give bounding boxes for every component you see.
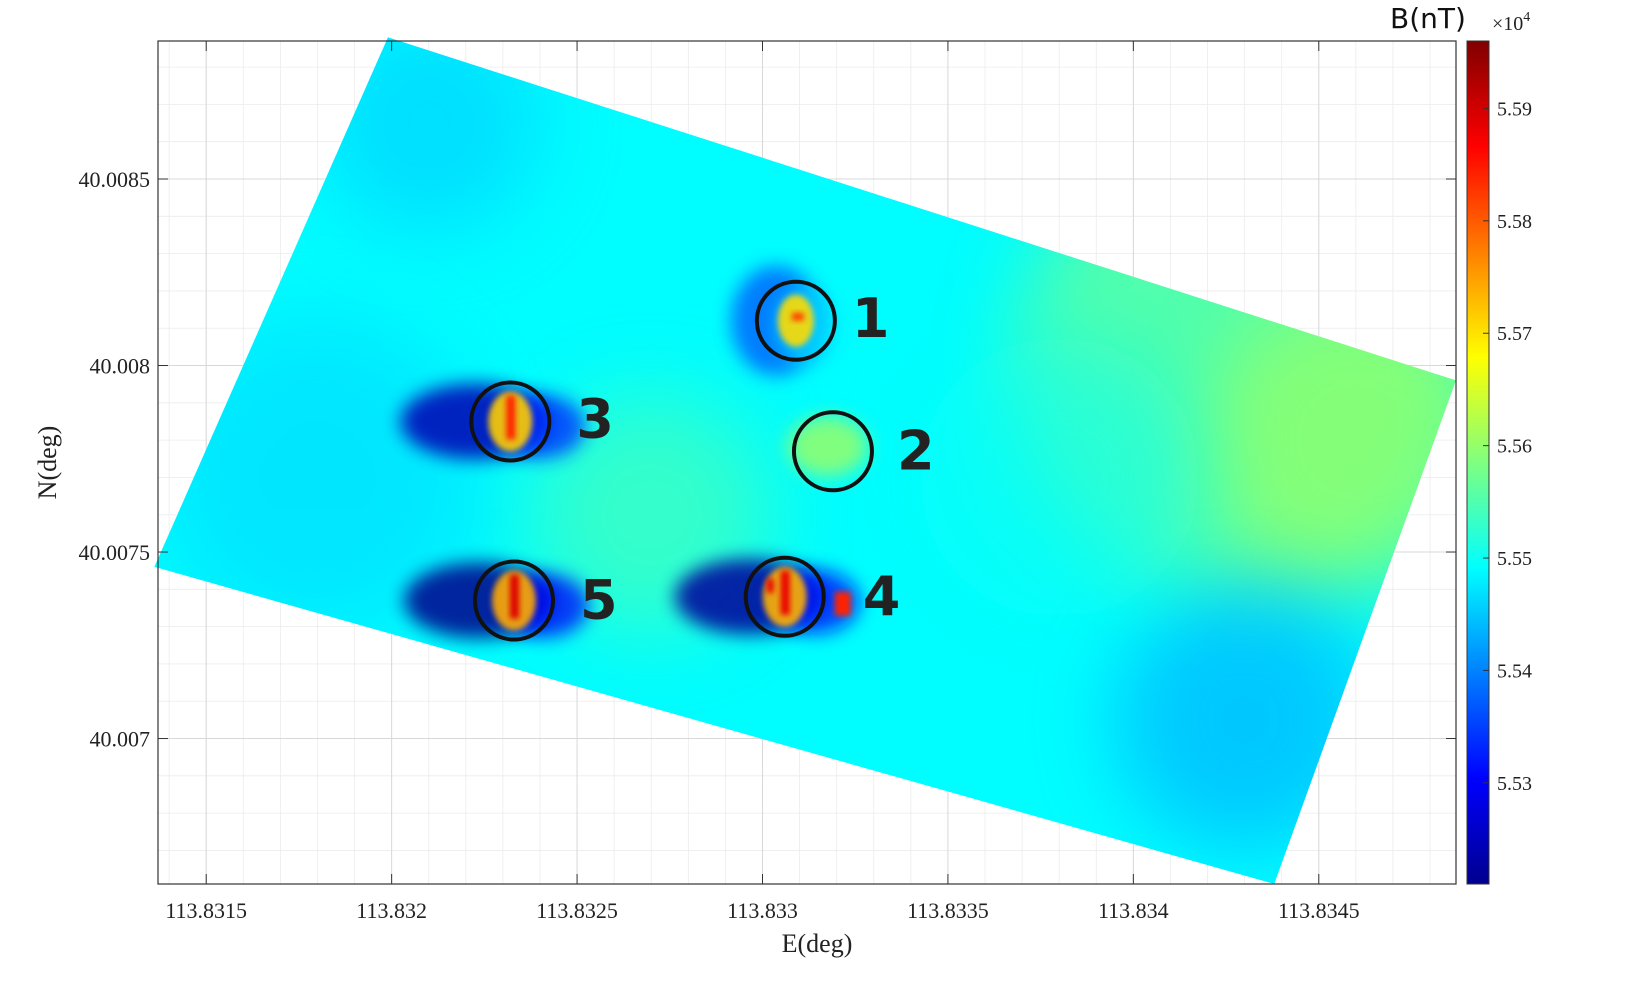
plot-frame xyxy=(157,40,1457,885)
anomaly-4-peak-east xyxy=(834,591,851,616)
anomaly-5-peak xyxy=(510,574,520,619)
anomaly-3-peak xyxy=(506,395,516,440)
anomaly-circle-4 xyxy=(743,555,826,638)
colorbar-multiplier: ×104 xyxy=(1492,10,1530,35)
x-axis-label: E(deg) xyxy=(782,929,853,958)
colorbar-tick-label: 5.58 xyxy=(1497,211,1532,233)
colorbar: 5.53 5.54 5.55 5.56 5.57 5.58 5.59 B(nT) ×104 xyxy=(1390,2,1532,885)
colorbar-tick-label: 5.59 xyxy=(1497,98,1532,120)
anomaly-circle-1 xyxy=(754,279,837,362)
anomaly-2-high xyxy=(787,416,868,477)
x-tick-label: 113.8345 xyxy=(1278,898,1360,923)
anomaly-label-5: 5 xyxy=(580,569,618,632)
anomaly-circle-5 xyxy=(473,559,556,642)
survey-area xyxy=(154,37,1456,885)
x-tick-label: 113.834 xyxy=(1098,898,1169,923)
y-tick-label: 40.0085 xyxy=(79,167,151,192)
background-variation xyxy=(157,317,478,638)
colorbar-ticks: 5.53 5.54 5.55 5.56 5.57 5.58 5.59 xyxy=(1483,98,1532,795)
colorbar-tick-label: 5.55 xyxy=(1497,548,1532,570)
background-variation xyxy=(1114,589,1375,850)
anomaly-circle-2 xyxy=(791,410,874,493)
colorbar-multiplier-base: ×10 xyxy=(1492,13,1523,35)
x-tick-label: 113.833 xyxy=(727,898,798,923)
anomaly-1-peak xyxy=(791,312,804,321)
colorbar-multiplier-exponent: 4 xyxy=(1523,10,1530,25)
colorbar-tick-label: 5.56 xyxy=(1497,436,1532,458)
anomaly-4-peak-west xyxy=(766,578,774,593)
colorbar-tick-label: 5.57 xyxy=(1497,323,1532,345)
x-tick-label: 113.832 xyxy=(356,898,427,923)
anomaly-4-peak xyxy=(780,570,790,615)
anomaly-label-2: 2 xyxy=(897,419,935,482)
anomaly-label-3: 3 xyxy=(576,387,614,450)
y-axis-label: N(deg) xyxy=(33,426,62,500)
x-tick-label: 113.8335 xyxy=(907,898,989,923)
x-tick-label: 113.8325 xyxy=(536,898,618,923)
anomaly-label-1: 1 xyxy=(852,287,890,350)
anomaly-label-4: 4 xyxy=(863,565,901,628)
survey-area-field xyxy=(154,37,1456,885)
colorbar-gradient xyxy=(1466,40,1490,885)
y-tick-label: 40.007 xyxy=(90,727,151,752)
colorbar-title: B(nT) xyxy=(1390,2,1466,35)
colorbar-tick-label: 5.53 xyxy=(1497,773,1532,795)
x-tick-label: 113.8315 xyxy=(165,898,247,923)
y-tick-label: 40.0075 xyxy=(79,540,151,565)
x-axis-ticks: 113.8315 113.832 113.8325 113.833 113.8335 11… xyxy=(165,41,1360,923)
y-tick-label: 40.008 xyxy=(90,354,151,379)
anomaly-circle-3 xyxy=(469,380,552,463)
y-axis-ticks: 40.007 40.0075 40.008 40.0085 xyxy=(79,167,1456,752)
colorbar-tick-label: 5.54 xyxy=(1497,660,1532,682)
anomaly-annotations: 1 2 3 4 5 xyxy=(469,279,935,642)
background-variation xyxy=(919,337,1200,618)
